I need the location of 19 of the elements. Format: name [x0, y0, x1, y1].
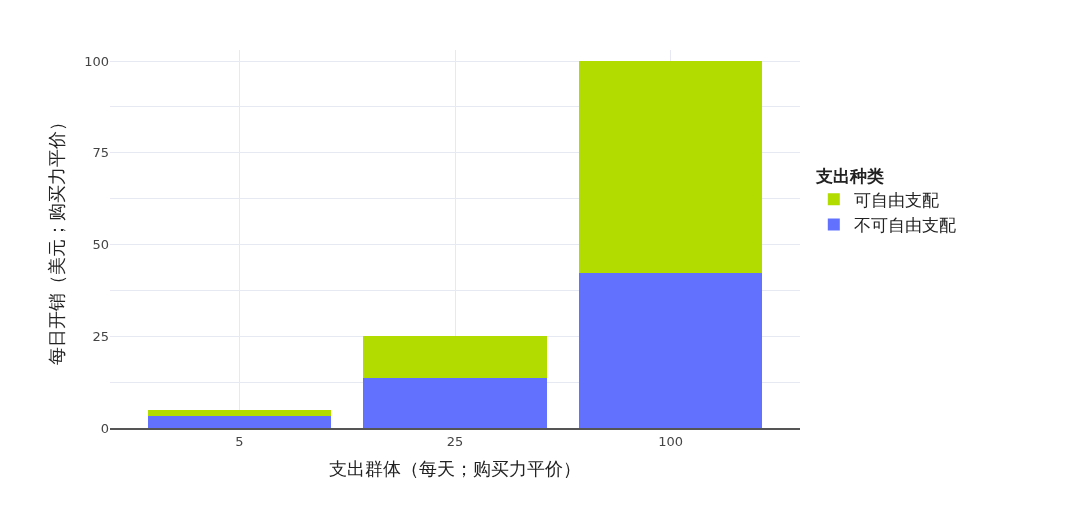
bar — [147, 415, 332, 428]
x-axis-title: 支出群体（每天；购买力平价） — [329, 458, 581, 480]
bar — [363, 378, 547, 428]
y-tick-label: 75 — [92, 145, 109, 161]
legend-title: 支出种类 — [814, 165, 884, 186]
bar — [578, 61, 763, 273]
legend-label: 不可自由支配 — [853, 215, 956, 236]
x-tick-label: 25 — [446, 433, 464, 449]
bar — [147, 409, 332, 416]
legend-label: 可自由支配 — [853, 189, 939, 210]
y-tick-label: 0 — [100, 420, 109, 436]
y-tick-label: 50 — [92, 237, 109, 253]
bar — [363, 336, 547, 379]
x-tick-label: 5 — [235, 433, 244, 449]
y-axis-title: 每日开销（美元；购买力平价） — [46, 113, 68, 365]
bar — [578, 272, 763, 428]
x-tick-label: 100 — [658, 433, 684, 449]
y-tick-label: 25 — [92, 328, 109, 344]
y-tick-label: 100 — [84, 53, 109, 69]
